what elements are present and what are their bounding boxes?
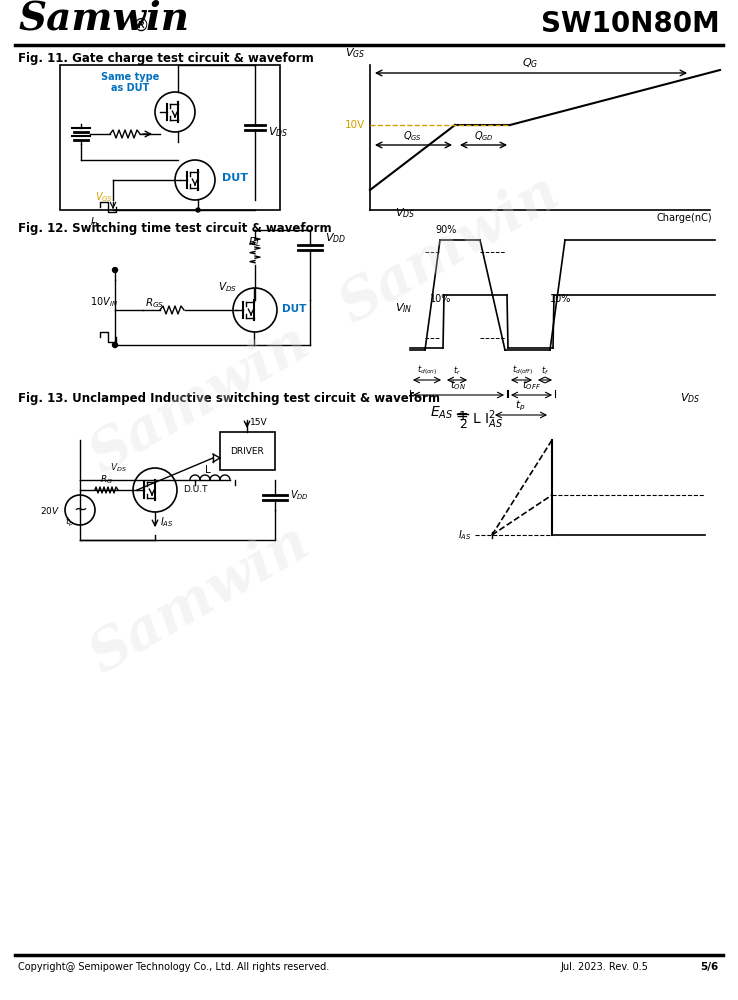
- Text: L I$_{AS}^{2}$: L I$_{AS}^{2}$: [472, 408, 503, 431]
- Text: $t_{ON}$: $t_{ON}$: [450, 378, 466, 392]
- Circle shape: [112, 342, 117, 348]
- Text: Samwin: Samwin: [80, 515, 320, 685]
- Text: $t_{d(off)}$: $t_{d(off)}$: [511, 363, 532, 377]
- Text: DUT: DUT: [222, 173, 248, 183]
- Text: ®: ®: [133, 17, 150, 35]
- Text: $t_{d(on)}$: $t_{d(on)}$: [417, 363, 437, 377]
- Text: $Q_G$: $Q_G$: [522, 56, 538, 70]
- Text: Copyright@ Semipower Technology Co., Ltd. All rights reserved.: Copyright@ Semipower Technology Co., Ltd…: [18, 962, 329, 972]
- Text: =: =: [455, 408, 468, 423]
- Bar: [60, 65, 280, 210]
- Text: Fig. 13. Unclamped Inductive switching test circuit & waveform: Fig. 13. Unclamped Inductive switching t…: [18, 392, 440, 405]
- Text: $t_p$: $t_p$: [65, 515, 75, 529]
- Text: $V_{DS}$: $V_{DS}$: [110, 461, 127, 474]
- Text: $I_g$: $I_g$: [90, 216, 99, 230]
- Text: $V_{DD}$: $V_{DD}$: [325, 231, 346, 245]
- Text: Fig. 11. Gate charge test circuit & waveform: Fig. 11. Gate charge test circuit & wave…: [18, 52, 314, 65]
- Text: Charge(nC): Charge(nC): [656, 213, 712, 223]
- Text: 2: 2: [459, 418, 467, 431]
- Text: $V_{GS}$: $V_{GS}$: [95, 190, 113, 204]
- Text: $I_{AS}$: $I_{AS}$: [458, 528, 472, 542]
- Text: $Q_{GS}$: $Q_{GS}$: [404, 129, 423, 143]
- Text: Samwin: Samwin: [18, 0, 189, 38]
- Text: ~: ~: [73, 501, 87, 519]
- Circle shape: [112, 267, 117, 272]
- Text: $V_{DS}$: $V_{DS}$: [680, 391, 700, 405]
- Text: 90%: 90%: [435, 225, 456, 235]
- Text: 10%: 10%: [550, 294, 571, 304]
- Bar: [220, 432, 275, 470]
- Text: $R_G$: $R_G$: [100, 474, 113, 487]
- Text: $Q_{GD}$: $Q_{GD}$: [474, 129, 494, 143]
- Text: $V_{GS}$: $V_{GS}$: [345, 46, 365, 60]
- Text: Jul. 2023. Rev. 0.5: Jul. 2023. Rev. 0.5: [560, 962, 648, 972]
- Text: $E_{AS}$: $E_{AS}$: [430, 405, 453, 421]
- Text: $V_{DS}$: $V_{DS}$: [218, 280, 237, 294]
- Text: $R_L$: $R_L$: [248, 235, 262, 249]
- Text: $V_{DS}$: $V_{DS}$: [268, 125, 289, 139]
- Circle shape: [196, 208, 200, 212]
- Text: $t_r$: $t_r$: [453, 364, 461, 377]
- Text: 1: 1: [459, 410, 467, 423]
- Text: $V_{IN}$: $V_{IN}$: [395, 301, 413, 315]
- Text: DRIVER: DRIVER: [230, 446, 264, 456]
- Text: Samwin: Samwin: [80, 315, 320, 485]
- Text: DUT: DUT: [282, 304, 306, 314]
- Text: $t_{OFF}$: $t_{OFF}$: [523, 378, 542, 392]
- Text: Samwin: Samwin: [331, 165, 570, 335]
- Text: 10%: 10%: [430, 294, 452, 304]
- Text: $I_{AS}$: $I_{AS}$: [160, 515, 173, 529]
- Text: Fig. 12. Switching time test circuit & waveform: Fig. 12. Switching time test circuit & w…: [18, 222, 331, 235]
- Text: $R_{GS}$: $R_{GS}$: [145, 296, 165, 310]
- Text: $t_f$: $t_f$: [541, 364, 549, 377]
- Text: L: L: [205, 465, 211, 475]
- Text: as DUT: as DUT: [111, 83, 149, 93]
- Text: Same type: Same type: [101, 72, 159, 82]
- Text: 15V: 15V: [250, 418, 268, 427]
- Text: $20V$: $20V$: [40, 504, 60, 516]
- Text: $10V_{IN}$: $10V_{IN}$: [90, 295, 118, 309]
- Text: 5/6: 5/6: [700, 962, 718, 972]
- Text: $t_p$: $t_p$: [515, 399, 525, 413]
- Text: $V_{DD}$: $V_{DD}$: [290, 488, 308, 502]
- Text: $V_{DS}$: $V_{DS}$: [395, 206, 415, 220]
- Text: D.U.T: D.U.T: [183, 485, 207, 494]
- Text: SW10N80M: SW10N80M: [541, 10, 720, 38]
- Text: 10V: 10V: [345, 120, 365, 130]
